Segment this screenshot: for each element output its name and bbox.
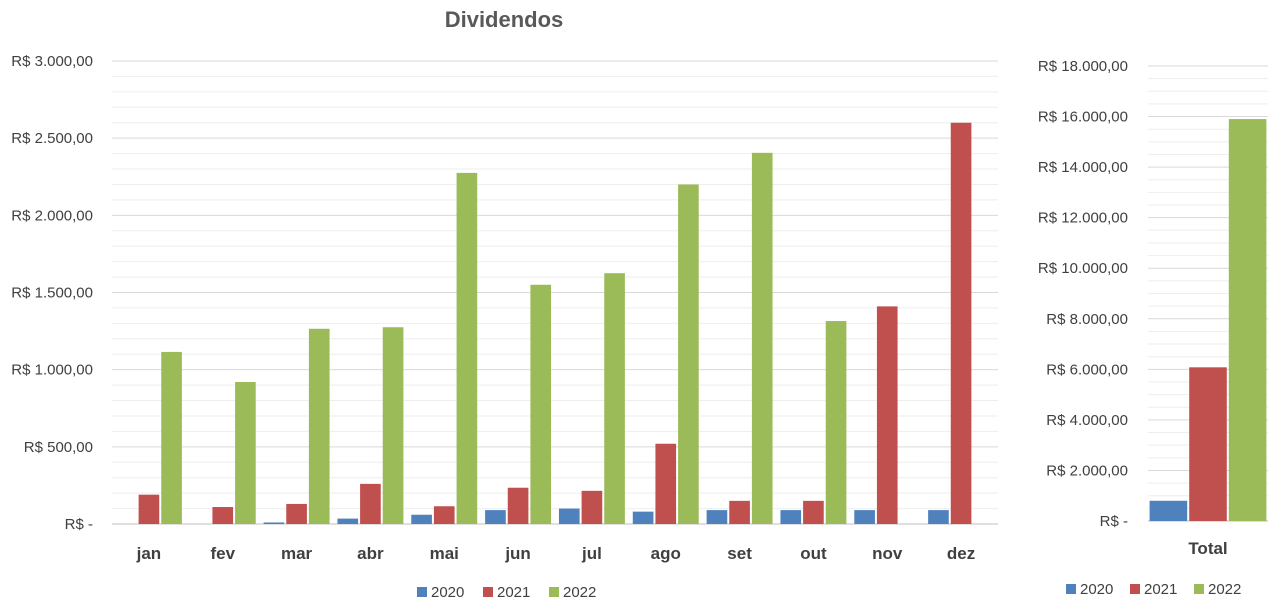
- bar-2020-abr: [337, 518, 359, 524]
- bar-2021-jul: [581, 490, 603, 524]
- x-tick-label: jul: [581, 544, 602, 563]
- legend-swatch-2020: [417, 587, 427, 597]
- x-tick-label: mar: [281, 544, 313, 563]
- bar-2022-abr: [382, 327, 404, 524]
- x-tick-label: jun: [504, 544, 531, 563]
- y-tick-label: R$ 12.000,00: [1038, 210, 1128, 227]
- total-chart-legend: 2020 2021 2022: [1066, 581, 1241, 598]
- legend-label-2020: 2020: [431, 584, 464, 601]
- legend-label-2021: 2021: [1144, 581, 1177, 598]
- x-tick-label: abr: [357, 544, 384, 563]
- total-chart-y-axis: R$ - R$ 2.000,00 R$ 4.000,00 R$ 6.000,00 R$ …: [1038, 58, 1128, 530]
- y-tick-label: R$ 2.000,00: [11, 207, 93, 224]
- legend-label-2022: 2022: [563, 584, 596, 601]
- total-chart-x-axis: Total: [1188, 539, 1227, 558]
- bar-2020-set: [706, 510, 728, 524]
- bar-2021-jun: [507, 487, 529, 524]
- bar-2021-out: [803, 500, 824, 524]
- bar-2020-Total: [1149, 500, 1188, 521]
- x-tick-label: mai: [430, 544, 459, 563]
- y-tick-label: R$ 2.500,00: [11, 130, 93, 147]
- bar-2020-mai: [411, 514, 432, 524]
- bar-2021-abr: [360, 483, 381, 524]
- y-tick-label: R$ 14.000,00: [1038, 159, 1128, 176]
- x-tick-label: set: [727, 544, 752, 563]
- legend-swatch-2020: [1066, 584, 1076, 594]
- bar-2021-ago: [655, 443, 677, 524]
- bar-2022-mai: [456, 172, 478, 524]
- y-tick-label: R$ 10.000,00: [1038, 260, 1128, 277]
- legend-label-2020: 2020: [1080, 581, 1113, 598]
- bar-2020-nov: [854, 510, 875, 524]
- y-tick-label: R$ -: [1100, 513, 1128, 530]
- bar-2020-dez: [928, 510, 949, 524]
- bar-2021-mai: [433, 506, 455, 524]
- main-chart-legend: 2020 2021 2022: [417, 584, 596, 601]
- main-chart-x-axis: jan fev mar abr mai jun jul ago set out nov dez: [136, 544, 976, 563]
- y-tick-label: R$ 8.000,00: [1046, 311, 1128, 328]
- bar-2022-jul: [604, 273, 625, 524]
- bar-2021-fev: [212, 507, 234, 524]
- bar-2022-fev: [235, 382, 256, 524]
- main-chart-y-axis: R$ - R$ 500,00 R$ 1.000,00 R$ 1.500,00 R$ 2.…: [11, 53, 93, 533]
- bar-2022-set: [751, 152, 773, 524]
- bar-2022-Total: [1228, 119, 1267, 521]
- legend-swatch-2021: [483, 587, 493, 597]
- y-tick-label: R$ 18.000,00: [1038, 58, 1128, 75]
- y-tick-label: R$ 3.000,00: [11, 53, 93, 70]
- bar-2021-Total: [1189, 367, 1227, 521]
- x-tick-label: jan: [136, 544, 162, 563]
- bar-2021-nov: [876, 306, 898, 524]
- main-chart-bars: [138, 122, 972, 524]
- bar-2020-out: [780, 510, 802, 524]
- legend-swatch-2022: [1194, 584, 1204, 594]
- bar-2021-mar: [286, 503, 307, 524]
- main-chart-gridlines: [112, 60, 998, 525]
- bar-2020-ago: [632, 511, 654, 524]
- bar-2020-jul: [558, 508, 580, 524]
- bar-2022-ago: [678, 184, 699, 524]
- x-tick-label: fev: [210, 544, 235, 563]
- x-tick-label: ago: [651, 544, 681, 563]
- legend-swatch-2021: [1130, 584, 1140, 594]
- x-tick-label: Total: [1188, 539, 1227, 558]
- legend-swatch-2022: [549, 587, 559, 597]
- y-tick-label: R$ 2.000,00: [1046, 462, 1128, 479]
- bar-2021-dez: [950, 122, 972, 524]
- y-tick-label: R$ 4.000,00: [1046, 412, 1128, 429]
- y-tick-label: R$ 16.000,00: [1038, 109, 1128, 126]
- bar-2020-jun: [485, 510, 506, 524]
- total-chart-bars: [1149, 119, 1267, 521]
- x-tick-label: out: [800, 544, 827, 563]
- legend-label-2022: 2022: [1208, 581, 1241, 598]
- y-tick-label: R$ 1.500,00: [11, 285, 93, 302]
- bar-2021-jan: [138, 494, 160, 524]
- bar-2020-mar: [263, 522, 285, 524]
- y-tick-label: R$ 1.000,00: [11, 362, 93, 379]
- bar-2022-mar: [308, 328, 330, 524]
- bar-2021-set: [729, 500, 750, 524]
- legend-label-2021: 2021: [497, 584, 530, 601]
- bar-2022-jan: [161, 351, 182, 524]
- bar-2022-out: [825, 321, 847, 524]
- bar-2022-jun: [530, 284, 552, 524]
- y-tick-label: R$ 500,00: [24, 439, 93, 456]
- x-tick-label: dez: [947, 544, 975, 563]
- y-tick-label: R$ -: [65, 516, 93, 533]
- x-tick-label: nov: [872, 544, 903, 563]
- y-tick-label: R$ 6.000,00: [1046, 361, 1128, 378]
- chart-title: Dividendos: [445, 7, 564, 32]
